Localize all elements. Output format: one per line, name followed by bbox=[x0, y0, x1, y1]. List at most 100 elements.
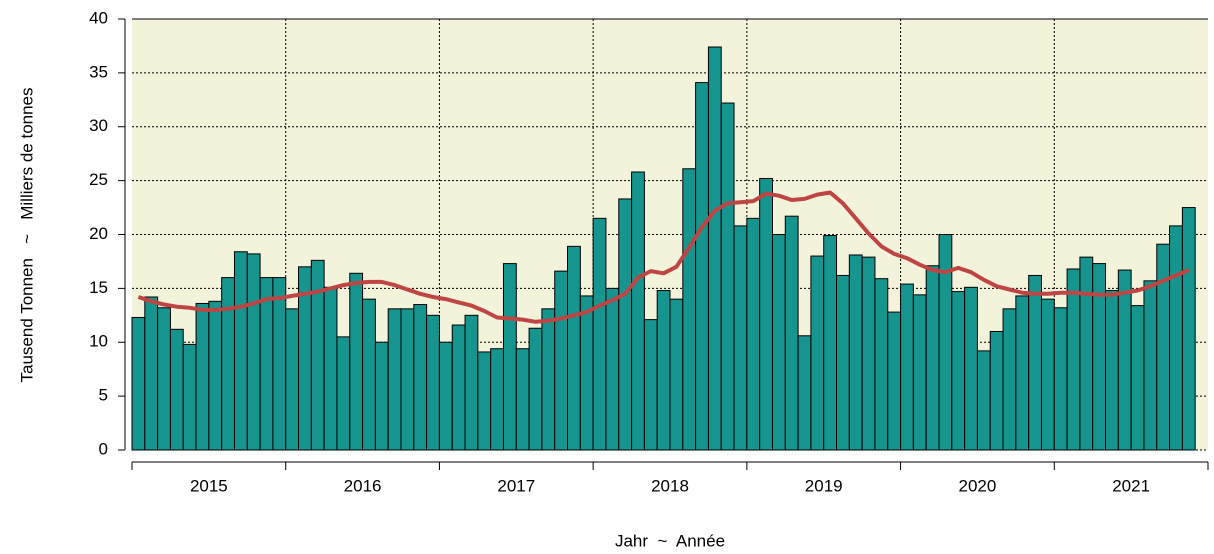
bar bbox=[925, 265, 940, 451]
bar bbox=[1002, 308, 1017, 451]
bar bbox=[861, 256, 876, 451]
bar bbox=[733, 225, 748, 451]
bar bbox=[797, 335, 812, 451]
bar bbox=[490, 348, 504, 451]
bar bbox=[567, 245, 581, 451]
bar bbox=[541, 308, 556, 451]
bar bbox=[605, 287, 620, 451]
bar bbox=[656, 290, 671, 451]
bar bbox=[707, 46, 722, 451]
y-tick-label: 30 bbox=[89, 116, 108, 135]
bar bbox=[1143, 280, 1158, 451]
bar bbox=[554, 270, 569, 451]
y-tick-label: 25 bbox=[89, 170, 108, 189]
y-tick-label: 0 bbox=[99, 439, 108, 458]
bar bbox=[989, 330, 1004, 451]
y-tick-label: 40 bbox=[89, 8, 108, 27]
bar bbox=[157, 307, 171, 451]
bar bbox=[515, 348, 530, 451]
trend-line bbox=[137, 190, 1190, 324]
bar bbox=[131, 316, 146, 451]
bar bbox=[1156, 243, 1171, 451]
bar bbox=[221, 277, 235, 451]
bar bbox=[579, 295, 594, 451]
x-tick-label: 2020 bbox=[959, 476, 997, 495]
bar bbox=[784, 215, 799, 451]
y-axis-label: Tausend Tonnen ~ Milliers de tonnes bbox=[17, 87, 36, 382]
x-tick-label: 2019 bbox=[805, 476, 843, 495]
bar bbox=[374, 341, 389, 451]
bar bbox=[464, 314, 479, 451]
bar bbox=[362, 298, 376, 451]
bar bbox=[1169, 225, 1183, 451]
bar bbox=[746, 217, 761, 451]
bar bbox=[1028, 274, 1042, 451]
bar bbox=[349, 272, 364, 451]
bar bbox=[912, 294, 927, 451]
bar bbox=[502, 263, 517, 451]
bar bbox=[182, 343, 197, 451]
bar bbox=[1130, 305, 1145, 451]
x-tick-label: 2015 bbox=[190, 476, 228, 495]
bar bbox=[643, 319, 658, 451]
bar bbox=[1066, 268, 1081, 451]
bar bbox=[1053, 307, 1068, 451]
bar bbox=[323, 286, 338, 451]
bar bbox=[413, 304, 428, 451]
bar bbox=[400, 308, 415, 451]
x-tick-label: 2016 bbox=[344, 476, 382, 495]
bar bbox=[976, 350, 991, 451]
x-tick-label: 2017 bbox=[497, 476, 535, 495]
bar bbox=[1040, 298, 1055, 451]
bar bbox=[823, 235, 838, 451]
y-tick-label: 20 bbox=[89, 224, 108, 243]
bar bbox=[592, 217, 607, 451]
bar bbox=[336, 336, 351, 451]
bar bbox=[144, 296, 159, 451]
y-tick-label: 35 bbox=[89, 62, 108, 81]
bar bbox=[887, 311, 902, 451]
bar bbox=[951, 291, 966, 451]
bar bbox=[1015, 295, 1030, 451]
bar bbox=[631, 171, 645, 451]
bar bbox=[195, 302, 210, 451]
bar bbox=[682, 168, 697, 451]
bar bbox=[208, 300, 223, 451]
bar bbox=[874, 278, 889, 451]
bar bbox=[771, 234, 786, 451]
y-tick-label: 5 bbox=[99, 386, 108, 405]
bar bbox=[618, 198, 633, 451]
bar bbox=[259, 277, 274, 451]
bar bbox=[528, 327, 543, 451]
bar bbox=[1105, 290, 1119, 451]
bar bbox=[1117, 269, 1132, 451]
bar bbox=[285, 308, 300, 451]
x-tick-label: 2021 bbox=[1112, 476, 1150, 495]
bar bbox=[669, 298, 684, 451]
bar bbox=[169, 328, 184, 451]
bar bbox=[272, 277, 287, 451]
bar bbox=[246, 253, 261, 451]
bar bbox=[233, 251, 248, 451]
y-tick-label: 10 bbox=[89, 332, 108, 351]
bar bbox=[477, 351, 492, 451]
bar bbox=[1181, 207, 1196, 451]
bar bbox=[1079, 256, 1094, 451]
bar bbox=[695, 82, 709, 451]
x-tick-label: 2018 bbox=[651, 476, 689, 495]
bar bbox=[720, 102, 735, 451]
bar bbox=[387, 308, 402, 451]
bar bbox=[438, 341, 453, 451]
x-axis-label: Jahr ~ Année bbox=[615, 531, 725, 550]
bar bbox=[1092, 263, 1107, 451]
bar bbox=[426, 314, 440, 451]
y-tick-label: 15 bbox=[89, 278, 108, 297]
bar bbox=[759, 177, 773, 451]
bar bbox=[848, 254, 863, 451]
bar bbox=[900, 283, 914, 451]
bar bbox=[938, 234, 953, 451]
bar bbox=[810, 255, 825, 451]
bar bbox=[836, 274, 850, 451]
bar bbox=[964, 286, 978, 451]
